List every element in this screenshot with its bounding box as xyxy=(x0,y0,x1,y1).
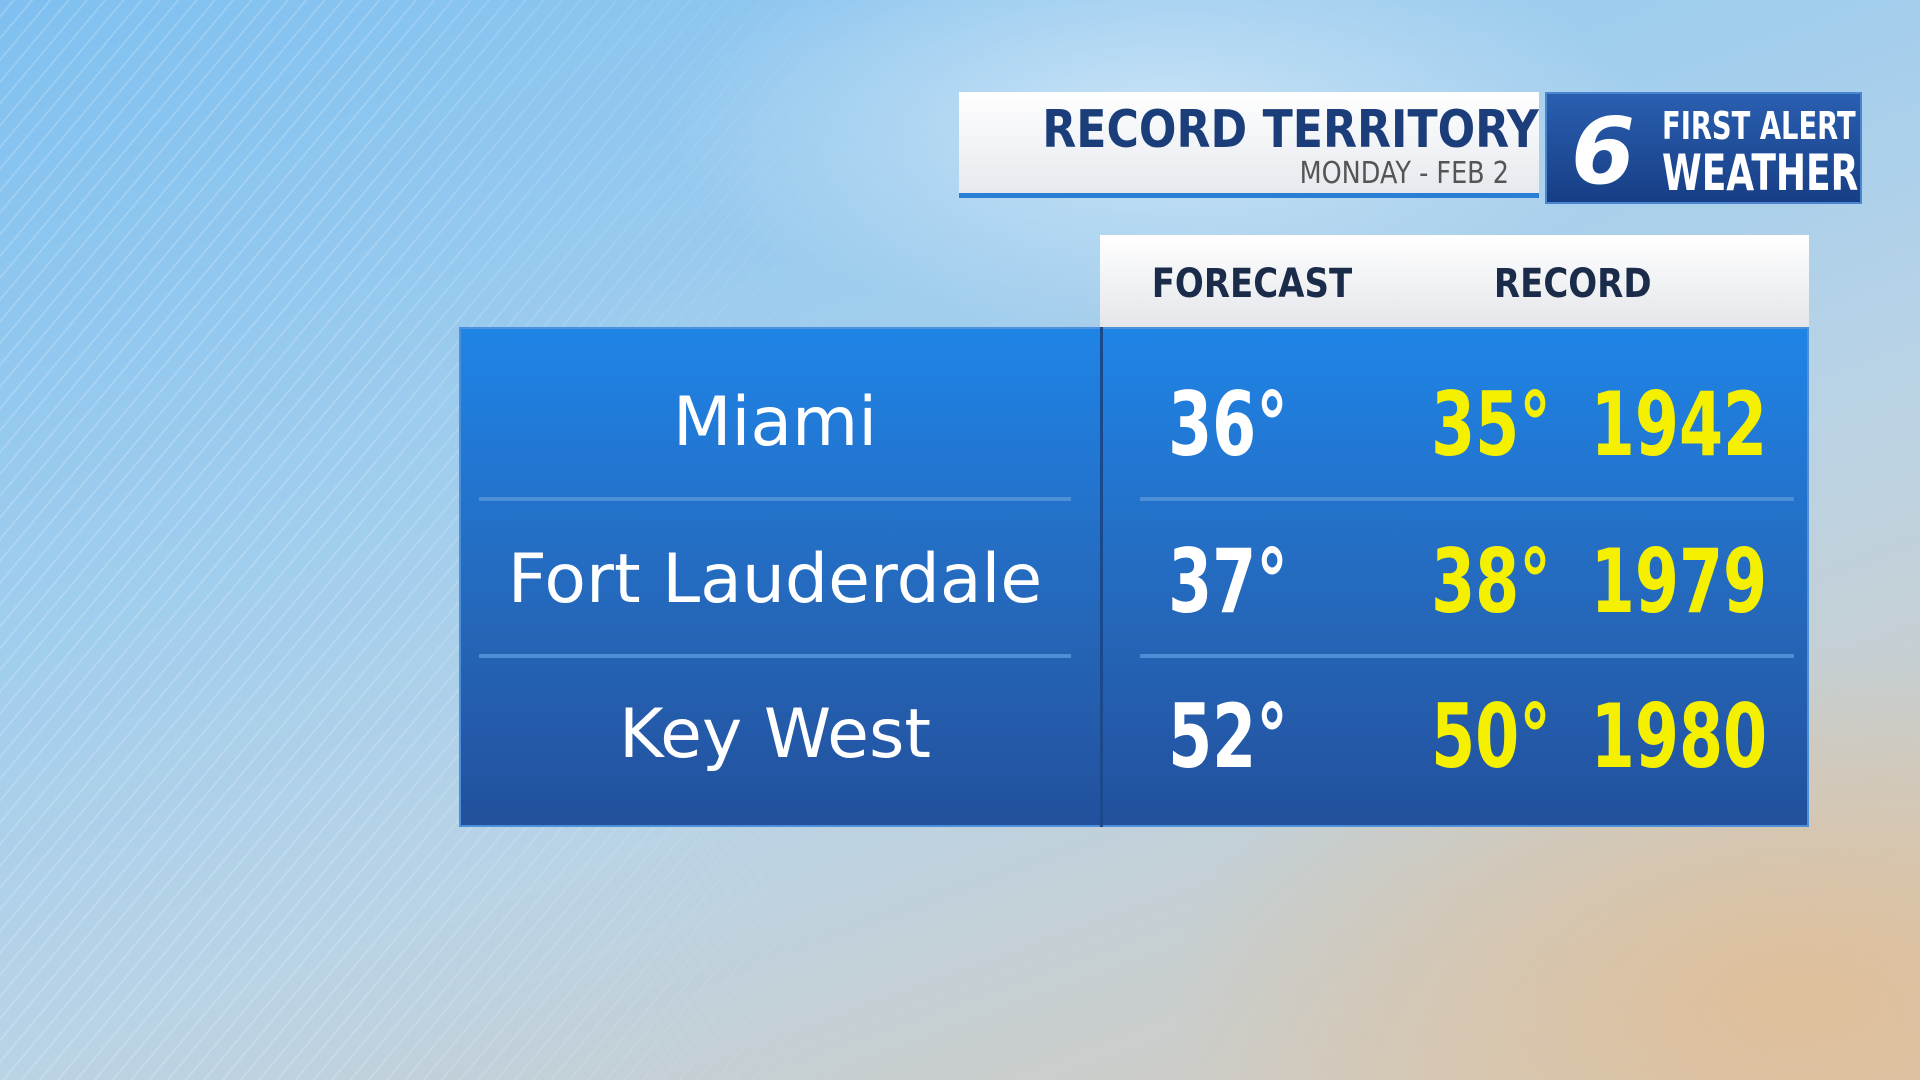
record-temp: 38° xyxy=(1431,530,1551,633)
row-separator xyxy=(479,654,1071,658)
logo-number: 6 xyxy=(1571,98,1636,205)
logo-line: FIRST ALERT xyxy=(1662,104,1856,148)
title: RECORD TERRITORY xyxy=(1042,100,1539,160)
column-label: RECORD xyxy=(1493,261,1652,307)
forecast-temp: 52° xyxy=(1168,685,1288,788)
record-temp: 35° xyxy=(1431,373,1551,476)
forecast-temp: 37° xyxy=(1168,530,1288,633)
subtitle: MONDAY - FEB 2 xyxy=(1299,156,1509,191)
record-year: 1979 xyxy=(1590,530,1768,633)
row-separator xyxy=(1140,654,1794,658)
column-label: FORECAST xyxy=(1151,261,1353,307)
forecast-temp: 36° xyxy=(1168,373,1288,476)
row-separator xyxy=(1140,497,1794,501)
column-divider xyxy=(1100,327,1103,827)
record-year: 1942 xyxy=(1590,373,1768,476)
record-temp: 50° xyxy=(1431,685,1551,788)
logo: 6 FIRST ALERT WEATHER xyxy=(1545,92,1862,205)
logo-line: WEATHER xyxy=(1662,144,1859,202)
city-name: Key West xyxy=(618,695,932,774)
title-box: RECORD TERRITORY MONDAY - FEB 2 xyxy=(959,92,1539,198)
city-name: Miami xyxy=(672,383,878,462)
record-year: 1980 xyxy=(1590,685,1768,788)
table-panel xyxy=(459,327,1809,827)
city-name: Fort Lauderdale xyxy=(507,540,1043,619)
row-separator xyxy=(479,497,1071,501)
column-header: FORECAST RECORD xyxy=(1100,235,1809,327)
